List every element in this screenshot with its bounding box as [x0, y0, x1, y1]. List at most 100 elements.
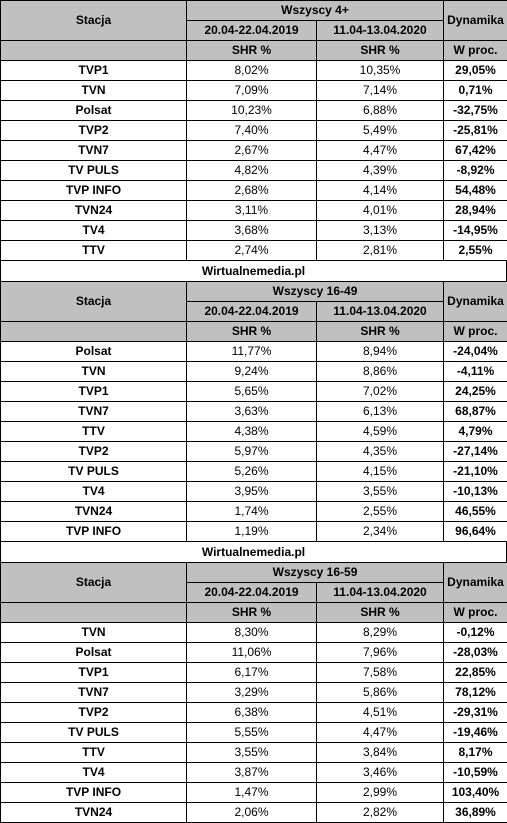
shr-2019-cell: 3,68% — [187, 221, 317, 241]
wproc-header: W proc. — [444, 322, 507, 342]
shr-2020-cell: 4,51% — [317, 703, 444, 723]
group-title: Wszyscy 4+ — [187, 1, 444, 21]
station-cell: TVN24 — [1, 803, 187, 823]
source-label: Wirtualnemedia.pl — [0, 542, 507, 562]
shr-2019-cell: 3,87% — [187, 763, 317, 783]
station-cell: TVP2 — [1, 703, 187, 723]
dynamics-cell: 54,48% — [444, 181, 507, 201]
ratings-table-16-49: Stacja Wszyscy 16-49 Dynamika 20.04-22.0… — [0, 281, 507, 542]
group-title: Wszyscy 16-49 — [187, 282, 444, 302]
shr-header-2020: SHR % — [317, 603, 444, 623]
station-cell: TTV — [1, 422, 187, 442]
station-cell: TVP2 — [1, 442, 187, 462]
shr-2019-cell: 3,63% — [187, 402, 317, 422]
shr-2020-cell: 3,55% — [317, 482, 444, 502]
shr-2019-cell: 6,17% — [187, 663, 317, 683]
shr-2020-cell: 7,58% — [317, 663, 444, 683]
station-header: Stacja — [1, 1, 187, 41]
station-cell: Polsat — [1, 643, 187, 663]
dynamics-cell: 96,64% — [444, 522, 507, 542]
dynamics-cell: 8,17% — [444, 743, 507, 763]
group-title: Wszyscy 16-59 — [187, 563, 444, 583]
shr-2020-cell: 5,86% — [317, 683, 444, 703]
shr-2020-cell: 4,14% — [317, 181, 444, 201]
shr-header-2019: SHR % — [187, 322, 317, 342]
shr-2019-cell: 11,06% — [187, 643, 317, 663]
shr-2020-cell: 5,49% — [317, 121, 444, 141]
station-cell: TVN7 — [1, 402, 187, 422]
shr-2019-cell: 1,74% — [187, 502, 317, 522]
dynamics-cell: -10,59% — [444, 763, 507, 783]
shr-2020-cell: 4,15% — [317, 462, 444, 482]
dynamics-header: Dynamika — [444, 563, 507, 603]
station-cell: TV4 — [1, 763, 187, 783]
station-cell: TV PULS — [1, 161, 187, 181]
shr-2020-cell: 4,35% — [317, 442, 444, 462]
station-cell: TVN7 — [1, 683, 187, 703]
station-cell: TVP1 — [1, 61, 187, 81]
dynamics-cell: -19,46% — [444, 723, 507, 743]
dynamics-header: Dynamika — [444, 282, 507, 322]
station-cell: TTV — [1, 743, 187, 763]
shr-2019-cell: 7,09% — [187, 81, 317, 101]
period-2020-header: 11.04-13.04.2020 — [317, 21, 444, 41]
station-cell: TV4 — [1, 482, 187, 502]
shr-2019-cell: 5,65% — [187, 382, 317, 402]
station-cell: TVN — [1, 362, 187, 382]
shr-2020-cell: 6,88% — [317, 101, 444, 121]
source-label: Wirtualnemedia.pl — [0, 261, 507, 281]
shr-2019-cell: 2,68% — [187, 181, 317, 201]
wproc-header: W proc. — [444, 41, 507, 61]
shr-2020-cell: 2,55% — [317, 502, 444, 522]
dynamics-cell: 68,87% — [444, 402, 507, 422]
dynamics-cell: -27,14% — [444, 442, 507, 462]
station-cell: TVP2 — [1, 121, 187, 141]
station-cell: TVN — [1, 81, 187, 101]
shr-2019-cell: 1,19% — [187, 522, 317, 542]
shr-2020-cell: 2,82% — [317, 803, 444, 823]
dynamics-cell: 46,55% — [444, 502, 507, 522]
shr-2020-cell: 8,86% — [317, 362, 444, 382]
dynamics-cell: -4,11% — [444, 362, 507, 382]
blank-header-cell — [1, 322, 187, 342]
station-header: Stacja — [1, 282, 187, 322]
shr-2020-cell: 4,39% — [317, 161, 444, 181]
dynamics-cell: -24,04% — [444, 342, 507, 362]
station-cell: Polsat — [1, 101, 187, 121]
station-cell: TVN24 — [1, 201, 187, 221]
dynamics-cell: -8,92% — [444, 161, 507, 181]
shr-2019-cell: 3,29% — [187, 683, 317, 703]
station-cell: TVP INFO — [1, 783, 187, 803]
dynamics-cell: 2,55% — [444, 241, 507, 261]
station-cell: TVP1 — [1, 382, 187, 402]
shr-2019-cell: 5,55% — [187, 723, 317, 743]
dynamics-cell: -28,03% — [444, 643, 507, 663]
dynamics-cell: 22,85% — [444, 663, 507, 683]
shr-2019-cell: 8,02% — [187, 61, 317, 81]
shr-2020-cell: 8,94% — [317, 342, 444, 362]
shr-2020-cell: 3,46% — [317, 763, 444, 783]
shr-2020-cell: 3,13% — [317, 221, 444, 241]
dynamics-cell: -21,10% — [444, 462, 507, 482]
dynamics-cell: 103,40% — [444, 783, 507, 803]
shr-2020-cell: 3,84% — [317, 743, 444, 763]
